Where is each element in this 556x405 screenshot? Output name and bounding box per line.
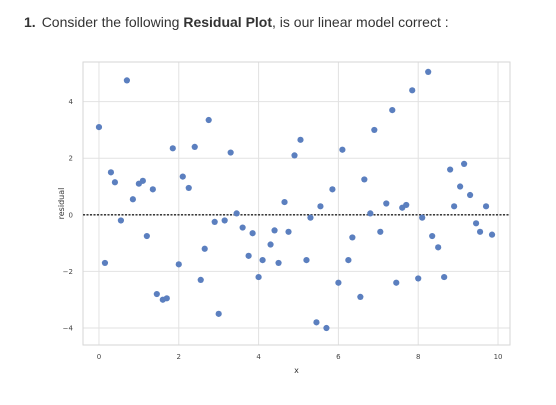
data-point [139,177,146,184]
data-point [488,231,496,238]
data-point [259,257,266,264]
data-point [143,232,150,240]
data-point [425,68,432,76]
data-point [482,203,490,210]
data-point [389,107,396,114]
data-point [415,275,422,282]
question-bold-term: Residual Plot [183,14,273,30]
data-point [451,203,458,210]
data-point [101,259,109,267]
question-text-before: Consider the following [41,14,184,30]
data-point [275,259,282,267]
data-point [472,220,480,227]
data-point [149,186,156,193]
data-point [303,257,310,264]
data-point [163,295,170,302]
data-point [367,210,374,217]
data-point [361,176,368,183]
data-point [205,116,212,124]
x-tick-label: 4 [256,353,261,361]
x-tick-label: 10 [494,353,503,361]
plot-frame [82,61,511,346]
data-point [403,201,410,209]
data-point [245,252,252,259]
data-point [107,169,115,176]
question-number: 1. [24,14,36,30]
data-point [313,319,320,326]
data-point [357,293,364,300]
data-point [175,261,182,268]
data-point [476,228,484,235]
data-point [185,184,192,192]
data-point [377,228,384,235]
data-point [307,214,314,221]
data-point [297,136,304,143]
data-point [349,234,356,241]
data-point [239,224,246,231]
data-point [215,310,222,317]
grid [83,62,510,345]
data-point [123,77,130,84]
data-point [117,217,125,224]
y-tick-label: 4 [69,98,74,106]
data-point [419,214,426,221]
x-tick-label: 2 [177,353,181,361]
data-point [383,200,390,207]
data-point [211,218,218,225]
data-point [466,191,474,199]
x-axis-label: x [294,366,299,375]
x-tick-label: 0 [97,353,101,361]
y-tick-label: −2 [63,268,73,276]
data-point [393,279,400,286]
data-points [95,68,496,332]
question-text-after: , is our linear model correct : [272,14,449,30]
data-point [457,183,464,190]
data-point [271,227,278,234]
data-point [281,198,288,206]
data-point [129,196,136,203]
data-point [179,173,186,180]
data-point [95,123,103,131]
data-point [339,146,346,153]
data-point [345,257,352,264]
data-point [317,203,324,210]
data-point [291,152,298,159]
data-point [409,87,416,94]
y-tick-label: 2 [69,155,73,163]
data-point [371,126,378,134]
x-tick-label: 6 [336,353,341,361]
data-point [335,279,342,286]
y-axis-label: residual [57,188,66,220]
x-tick-label: 8 [416,353,420,361]
question-text: 1. Consider the following Residual Plot, … [24,14,449,30]
data-point [153,290,160,298]
data-point [201,245,208,252]
y-tick-label: 0 [69,211,73,219]
data-point [255,273,262,281]
data-point [323,324,330,332]
data-point [435,244,442,251]
data-point [221,217,228,224]
data-point [441,273,448,281]
data-point [191,143,198,150]
data-point [111,179,119,186]
data-point [461,160,468,167]
data-point [227,149,234,156]
data-point [429,232,436,240]
tick-labels: 0 2 4 6 8 10 −4 −2 0 2 4 [63,98,503,361]
data-point [329,186,336,193]
data-point [267,241,274,248]
data-point [249,230,256,237]
data-point [169,145,176,152]
data-point [233,210,240,217]
data-point [447,166,454,173]
y-tick-label: −4 [63,325,74,333]
data-point [197,276,204,284]
data-point [285,228,292,235]
